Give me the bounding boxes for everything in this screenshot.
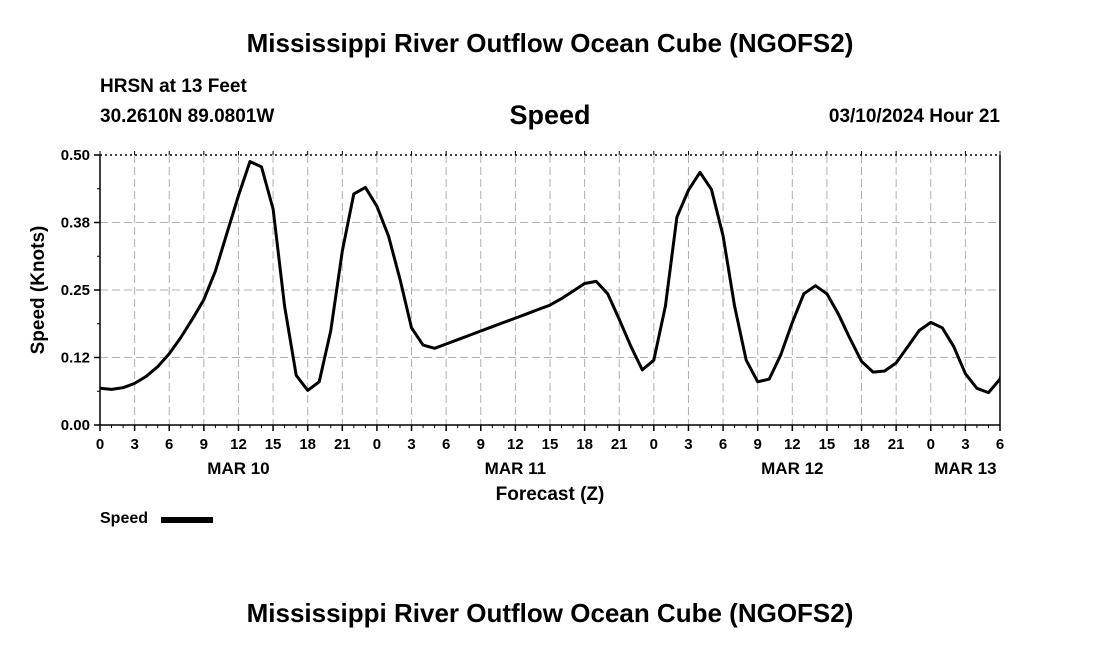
x-tick-label: 0 bbox=[96, 436, 104, 453]
y-tick-label: 0.00 bbox=[61, 417, 90, 434]
y-tick-label: 0.12 bbox=[61, 350, 90, 367]
x-tick-label: 0 bbox=[373, 436, 381, 453]
x-tick-label: 12 bbox=[507, 436, 524, 453]
y-tick-label: 0.50 bbox=[61, 147, 90, 164]
x-tick-label: 3 bbox=[684, 436, 692, 453]
forecast-runtime: 03/10/2024 Hour 21 bbox=[828, 106, 1000, 127]
x-tick-label: 21 bbox=[888, 436, 905, 453]
x-tick-label: 18 bbox=[576, 436, 593, 453]
x-axis-title: Forecast (Z) bbox=[496, 484, 605, 505]
x-tick-label: 9 bbox=[200, 436, 208, 453]
legend-label: Speed bbox=[100, 510, 149, 527]
legend-swatch bbox=[161, 517, 213, 523]
chart-subtitle: Speed bbox=[509, 100, 591, 130]
x-tick-label: 18 bbox=[299, 436, 316, 453]
x-tick-label: 12 bbox=[784, 436, 801, 453]
x-tick-label: 9 bbox=[477, 436, 485, 453]
x-tick-label: 0 bbox=[927, 436, 935, 453]
x-tick-label: 3 bbox=[961, 436, 969, 453]
station-label: HRSN at 13 Feet bbox=[100, 76, 247, 97]
station-coordinates: 30.2610N 89.0801W bbox=[100, 106, 275, 127]
x-tick-label: 12 bbox=[230, 436, 247, 453]
x-tick-label: 0 bbox=[650, 436, 658, 453]
series-line-speed bbox=[100, 160, 1000, 395]
x-tick-label: 18 bbox=[853, 436, 870, 453]
label-layer: 0 3 6 9 12 15 18 21 0 3 6 9 12 15 18 21 0 3 6 9 12 15 18 21 0 3 6 0… bbox=[28, 147, 1004, 505]
x-tick-label: 15 bbox=[265, 436, 282, 453]
x-tick-label: 15 bbox=[819, 436, 836, 453]
x-tick-label: 6 bbox=[442, 436, 450, 453]
day-label: MAR 13 bbox=[934, 459, 996, 478]
x-tick-label: 3 bbox=[407, 436, 415, 453]
x-tick-label: 6 bbox=[996, 436, 1004, 453]
day-label: MAR 10 bbox=[207, 459, 269, 478]
y-tick-label: 0.25 bbox=[61, 282, 90, 299]
x-tick-label: 15 bbox=[542, 436, 559, 453]
series-layer bbox=[100, 160, 1000, 395]
day-label: MAR 12 bbox=[761, 459, 823, 478]
x-tick-label: 6 bbox=[165, 436, 173, 453]
day-label: MAR 11 bbox=[485, 459, 546, 478]
grid-layer bbox=[100, 155, 1000, 425]
x-tick-label: 9 bbox=[754, 436, 762, 453]
x-tick-label: 3 bbox=[130, 436, 138, 453]
footer-title: Mississippi River Outflow Ocean Cube (NG… bbox=[246, 598, 854, 628]
axis-layer bbox=[94, 151, 1001, 431]
x-tick-label: 21 bbox=[611, 436, 628, 453]
x-tick-label: 6 bbox=[719, 436, 727, 453]
y-axis-title: Speed (Knots) bbox=[28, 226, 49, 355]
y-tick-label: 0.38 bbox=[61, 215, 90, 232]
x-tick-label: 21 bbox=[334, 436, 351, 453]
chart-title: Mississippi River Outflow Ocean Cube (NG… bbox=[246, 28, 854, 58]
